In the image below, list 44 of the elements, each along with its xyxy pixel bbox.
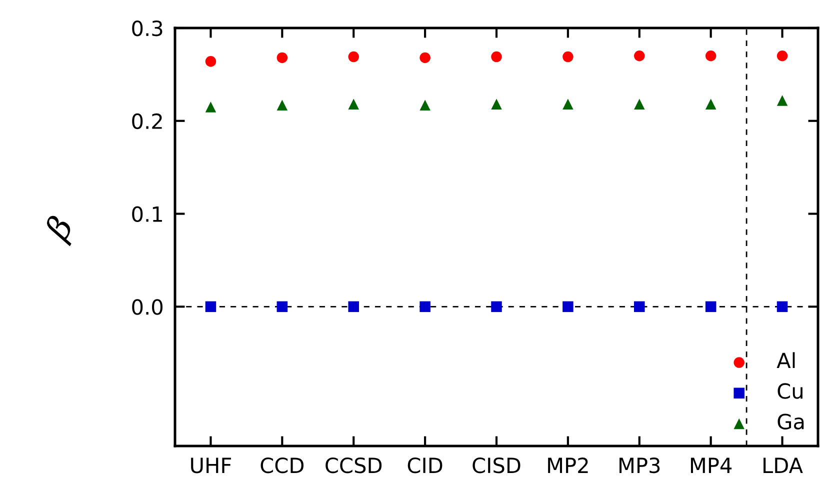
point xyxy=(562,301,574,312)
point xyxy=(276,100,288,110)
x-tick-label: UHF xyxy=(191,458,231,474)
point xyxy=(562,98,574,110)
x-tick-label: MP2 xyxy=(548,457,588,473)
point xyxy=(776,301,788,312)
x-tick-label: CID xyxy=(408,457,442,474)
point xyxy=(634,301,645,312)
point xyxy=(562,51,574,62)
point xyxy=(420,100,430,110)
point xyxy=(205,56,216,67)
x-tick-label: CCD xyxy=(260,457,304,474)
point xyxy=(276,301,288,312)
point xyxy=(776,50,788,62)
point xyxy=(205,301,216,312)
point xyxy=(348,98,359,110)
point xyxy=(705,301,716,312)
point xyxy=(276,52,288,64)
legend-label: Al xyxy=(776,352,795,368)
point xyxy=(420,301,430,312)
point xyxy=(705,50,716,62)
point xyxy=(348,51,359,62)
y-tick-label: 0.3 xyxy=(132,20,162,36)
y-axis-title: β xyxy=(42,214,80,246)
point xyxy=(705,98,716,110)
point xyxy=(776,95,788,106)
point xyxy=(634,98,645,110)
x-tick-label: CCSD xyxy=(326,457,382,474)
point xyxy=(491,301,502,312)
point xyxy=(348,301,359,312)
y-tick-label: 0.0 xyxy=(132,299,163,315)
point xyxy=(491,98,502,110)
x-tick-label: CISD xyxy=(472,457,520,474)
y-tick-label: 0.1 xyxy=(132,206,162,222)
point xyxy=(491,51,502,62)
legend-label: Cu xyxy=(778,383,802,399)
x-tick-label: MP4 xyxy=(690,458,732,473)
x-tick-label: LDA xyxy=(764,458,803,473)
y-tick-label: 0.2 xyxy=(132,113,162,130)
point xyxy=(420,52,430,64)
point xyxy=(634,50,645,62)
legend-label: Ga xyxy=(778,414,804,430)
point xyxy=(205,102,216,112)
x-tick-label: MP3 xyxy=(620,457,660,474)
